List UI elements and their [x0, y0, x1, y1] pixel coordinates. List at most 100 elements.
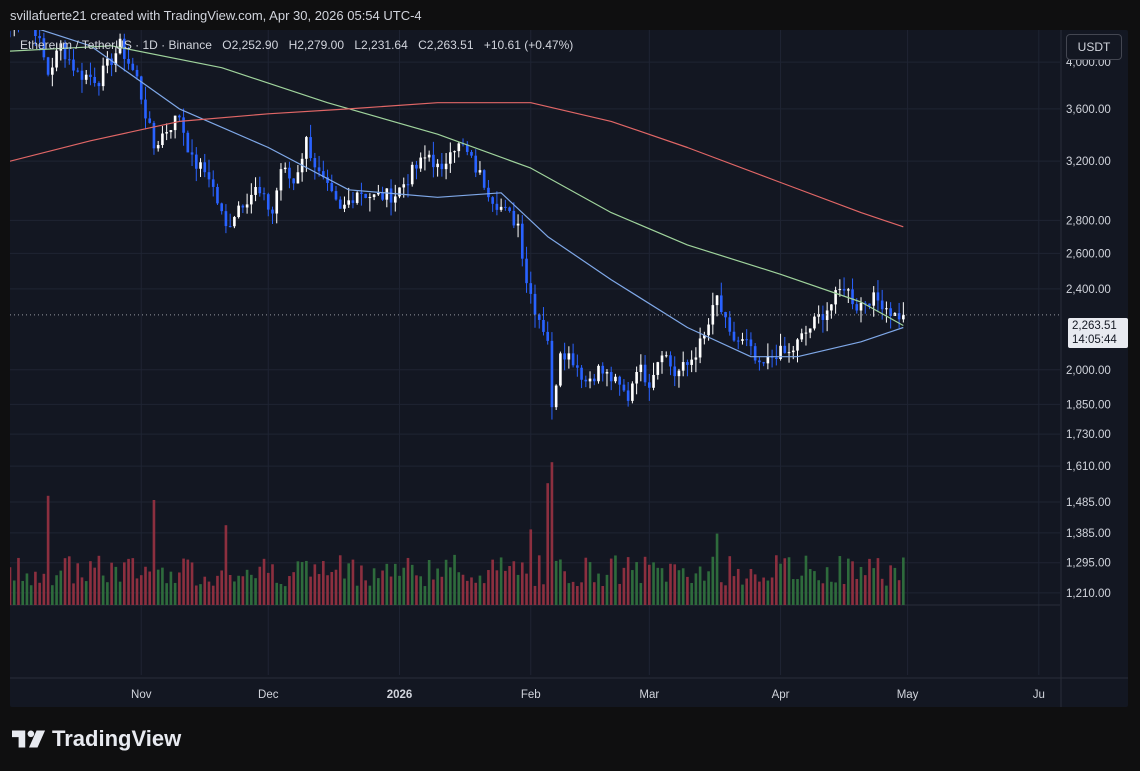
candle-body: [347, 200, 351, 205]
candle-body: [51, 67, 54, 75]
volume-bar: [152, 500, 156, 605]
chart-panel[interactable]: 4,000.00 3,600.00 3,200.00 2,800.00 2,600.00…: [10, 30, 1128, 707]
currency-button[interactable]: USDT: [1066, 34, 1122, 60]
volume-bar: [444, 559, 448, 605]
volume-bar: [330, 572, 334, 605]
candle-body: [834, 290, 837, 305]
volume-bar: [732, 576, 736, 605]
volume-bar: [804, 555, 808, 605]
candle-body: [377, 192, 380, 195]
candle-body: [250, 194, 253, 205]
volume-bar: [592, 582, 596, 605]
volume-bar: [97, 555, 101, 605]
volume-bar: [652, 562, 655, 605]
candle-body: [817, 314, 820, 317]
candle-body: [588, 378, 592, 382]
candle-body: [233, 217, 236, 227]
volume-bar: [499, 557, 503, 605]
volume-bar: [355, 585, 359, 605]
candle-body: [207, 172, 211, 180]
candle-body: [114, 53, 118, 66]
volume-bar: [686, 576, 689, 605]
volume-bar: [127, 558, 130, 605]
candle-body: [664, 355, 668, 357]
volume-bar: [17, 557, 20, 605]
candle-body: [313, 158, 317, 168]
volume-bar: [423, 586, 427, 605]
candle-body: [203, 162, 207, 173]
volume-bar: [360, 565, 363, 605]
volume-bar: [148, 571, 152, 605]
volume-bar: [211, 585, 215, 605]
volume-bar: [736, 568, 740, 605]
candle-body: [127, 58, 130, 64]
candle-body: [419, 157, 422, 169]
volume-bar: [546, 483, 550, 605]
volume-bar: [67, 556, 71, 605]
candle-body: [398, 187, 401, 197]
candle-body: [93, 76, 96, 83]
volume-bar: [131, 558, 135, 605]
y-tick-label: 1,210.00: [1066, 588, 1111, 600]
candle-body: [758, 360, 761, 363]
volume-bar: [622, 567, 626, 605]
candle-body: [355, 192, 359, 203]
candle-body: [804, 332, 808, 334]
open-label: O: [222, 38, 232, 52]
volume-bar: [478, 575, 482, 605]
candle-body: [605, 372, 609, 374]
volume-bar: [449, 567, 452, 605]
price-chart[interactable]: 4,000.00 3,600.00 3,200.00 2,800.00 2,600.00…: [10, 30, 1128, 707]
y-tick-label: 1,485.00: [1066, 497, 1111, 509]
candle-body: [144, 99, 147, 119]
moving-average-line: [39, 30, 904, 358]
volume-bar: [846, 558, 850, 605]
candle-body: [254, 187, 257, 195]
symbol-name[interactable]: Ethereum / TetherUS · 1D · Binance: [20, 38, 212, 52]
candle-body: [669, 355, 672, 367]
brand-logo[interactable]: TradingView: [12, 726, 181, 752]
candle-body: [436, 163, 439, 168]
bar-countdown: 14:05:44: [1072, 334, 1117, 346]
candle-body: [791, 350, 795, 353]
volume-bar: [241, 576, 245, 605]
candle-body: [118, 38, 122, 54]
candle-body: [279, 169, 283, 191]
volume-bar: [199, 584, 202, 605]
candle-body: [580, 367, 583, 380]
last-price-tag: 2,263.51 14:05:44: [1068, 318, 1128, 348]
candle-body: [741, 339, 744, 341]
volume-bar: [432, 579, 435, 605]
candle-body: [796, 339, 799, 351]
candle-body: [194, 154, 198, 169]
candle-body: [474, 155, 478, 173]
volume-bar: [703, 580, 706, 605]
candle-body: [258, 187, 262, 194]
volume-bar: [364, 580, 367, 605]
volume-bar: [326, 575, 329, 605]
candle-body: [224, 211, 228, 227]
volume-bar: [779, 563, 782, 605]
volume-bar: [12, 580, 16, 605]
volume-bar: [173, 582, 177, 605]
candle-body: [190, 152, 194, 155]
candle-body: [351, 200, 355, 203]
volume-bar: [470, 577, 473, 605]
candle-body: [597, 365, 600, 382]
volume-bar: [474, 582, 478, 605]
candle-body: [321, 171, 325, 178]
candle-body: [571, 353, 575, 366]
candle-body: [525, 258, 528, 284]
candle-body: [846, 289, 850, 291]
candle-body: [533, 293, 537, 315]
volume-bar: [681, 568, 685, 605]
volume-bar: [690, 582, 693, 605]
volume-bar: [21, 580, 25, 605]
candle-body: [728, 317, 732, 332]
volume-bar: [144, 566, 147, 605]
candle-body: [67, 59, 71, 61]
candle-body: [775, 357, 778, 360]
volume-bar: [224, 525, 228, 605]
candle-body: [360, 192, 363, 194]
volume-bar: [440, 576, 444, 605]
